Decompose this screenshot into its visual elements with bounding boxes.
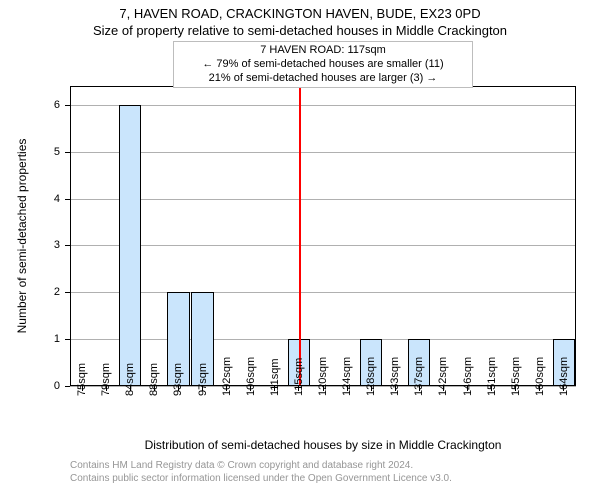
info-line-3: 21% of semi-detached houses are larger (… (180, 72, 466, 86)
y-tick-mark (65, 245, 70, 246)
y-tick-mark (65, 339, 70, 340)
y-tick-mark (65, 152, 70, 153)
info-box: 7 HAVEN ROAD: 117sqm ← 79% of semi-detac… (173, 41, 473, 88)
histogram-bar (119, 105, 141, 386)
reference-line (299, 86, 301, 386)
grid-line (70, 152, 576, 153)
y-tick-label: 6 (42, 99, 60, 111)
y-tick-mark (65, 105, 70, 106)
y-tick-label: 2 (42, 286, 60, 298)
footnote-line-2: Contains public sector information licen… (70, 473, 452, 486)
footnote-line-1: Contains HM Land Registry data © Crown c… (70, 460, 452, 473)
grid-line (70, 292, 576, 293)
y-tick-label: 0 (42, 380, 60, 392)
axis-border (70, 86, 576, 386)
y-tick-label: 3 (42, 239, 60, 251)
grid-line (70, 199, 576, 200)
grid-line (70, 245, 576, 246)
y-tick-mark (65, 386, 70, 387)
y-tick-mark (65, 292, 70, 293)
x-axis-label: Distribution of semi-detached houses by … (145, 438, 502, 452)
grid-line (70, 339, 576, 340)
y-tick-label: 4 (42, 193, 60, 205)
footnote: Contains HM Land Registry data © Crown c… (70, 460, 452, 485)
info-line-2: ← 79% of semi-detached houses are smalle… (180, 58, 466, 72)
y-tick-label: 1 (42, 333, 60, 345)
page-title: 7, HAVEN ROAD, CRACKINGTON HAVEN, BUDE, … (0, 0, 600, 23)
chart-container: 7, HAVEN ROAD, CRACKINGTON HAVEN, BUDE, … (0, 0, 600, 500)
page-subtitle: Size of property relative to semi-detach… (0, 23, 600, 38)
info-line-1: 7 HAVEN ROAD: 117sqm (180, 44, 466, 58)
y-axis-label: Number of semi-detached properties (15, 139, 29, 334)
plot-area (70, 86, 576, 386)
grid-line (70, 105, 576, 106)
y-tick-label: 5 (42, 146, 60, 158)
y-tick-mark (65, 199, 70, 200)
